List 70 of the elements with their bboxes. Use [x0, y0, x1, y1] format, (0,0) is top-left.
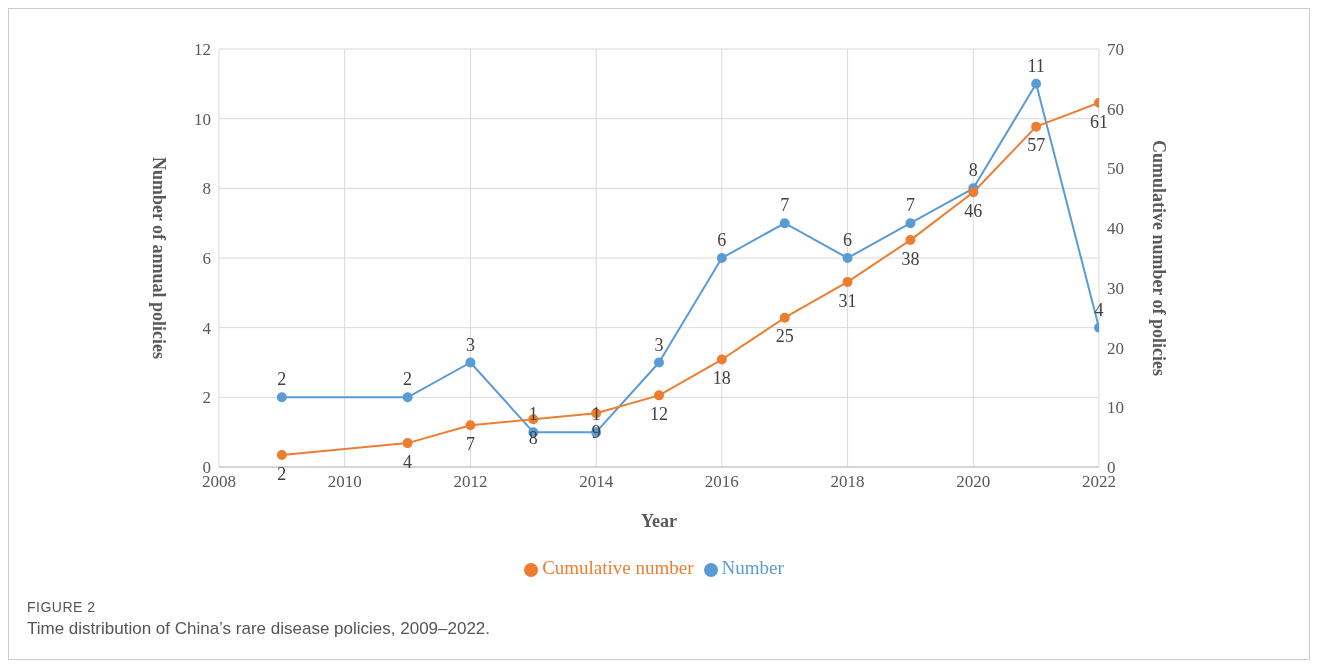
- point: [654, 390, 664, 401]
- data-label: 25: [775, 326, 794, 347]
- y2-tick-label: 10: [1107, 398, 1124, 418]
- point: [968, 187, 979, 198]
- point: [1031, 121, 1042, 132]
- point: [465, 357, 476, 368]
- x-tick-label: 2012: [453, 472, 488, 492]
- data-label: 7: [465, 433, 475, 454]
- data-label: 2: [277, 463, 287, 484]
- x-tick-label: 2018: [830, 472, 865, 492]
- data-label: 3: [465, 334, 475, 355]
- point: [905, 218, 916, 229]
- data-label: 7: [780, 195, 790, 216]
- point: [465, 420, 476, 431]
- point: [779, 312, 790, 323]
- y2-tick-label: 40: [1107, 219, 1124, 239]
- point: [842, 253, 853, 263]
- point: [1031, 78, 1042, 89]
- legend-label: Number: [721, 557, 784, 578]
- y-tick-label: 4: [202, 318, 212, 338]
- point: [842, 276, 853, 287]
- x-axis-title: Year: [641, 511, 677, 531]
- caption: FIGURE 2: [27, 599, 97, 615]
- y2-tick-label: 50: [1107, 159, 1124, 179]
- text: Time distribution of China’s rare disease policies, 2009–2022.: [27, 619, 492, 639]
- data-label: 18: [712, 368, 731, 389]
- point: [276, 450, 287, 461]
- point: [779, 218, 790, 229]
- y-tick-label: 2: [202, 388, 211, 408]
- y-tick-label: 6: [202, 249, 211, 269]
- data-label: 9: [591, 422, 601, 443]
- data-label: 2: [277, 369, 287, 390]
- point: [402, 438, 413, 449]
- x-tick-label: 2014: [579, 472, 614, 492]
- x-tick-label: 2020: [956, 472, 991, 492]
- point: [402, 392, 413, 403]
- point: [654, 357, 664, 368]
- y-tick-label: 10: [194, 109, 211, 129]
- data-label: 4: [1094, 299, 1104, 320]
- data-label: 31: [838, 290, 857, 311]
- data-label: 61: [1090, 111, 1108, 132]
- data-label: 6: [843, 230, 853, 250]
- data-label: 46: [964, 201, 983, 222]
- data-label: 7: [905, 195, 915, 216]
- x-tick-label: 2008: [202, 472, 236, 492]
- point: [716, 354, 727, 365]
- y2-tick-label: 70: [1107, 40, 1124, 60]
- y-axis-title: Number of annual policies: [148, 156, 169, 360]
- y2-tick-label: 60: [1107, 99, 1124, 119]
- legend-label: Cumulative number: [542, 557, 694, 578]
- y-tick-label: 8: [202, 179, 211, 199]
- point: [905, 235, 916, 246]
- point: [716, 253, 727, 263]
- x-tick-label: 2022: [1082, 472, 1116, 492]
- y2-axis-title: Cumulative number of policies: [1148, 139, 1169, 377]
- data-label: 38: [901, 248, 920, 269]
- data-label: 12: [650, 404, 668, 425]
- y2-tick-label: 30: [1107, 278, 1124, 298]
- point: [276, 392, 287, 403]
- y-tick-label: 12: [194, 40, 211, 60]
- data-label: 6: [717, 230, 727, 250]
- data-label: 57: [1027, 135, 1046, 156]
- data-label: 11: [1027, 55, 1045, 76]
- data-label: 4: [403, 451, 413, 472]
- data-label: 3: [654, 334, 664, 355]
- x-tick-label: 2016: [704, 472, 739, 492]
- y2-tick-label: 20: [1107, 338, 1124, 358]
- x-tick-label: 2010: [327, 472, 362, 492]
- data-label: 8: [968, 160, 978, 181]
- data-label: 2: [403, 369, 413, 390]
